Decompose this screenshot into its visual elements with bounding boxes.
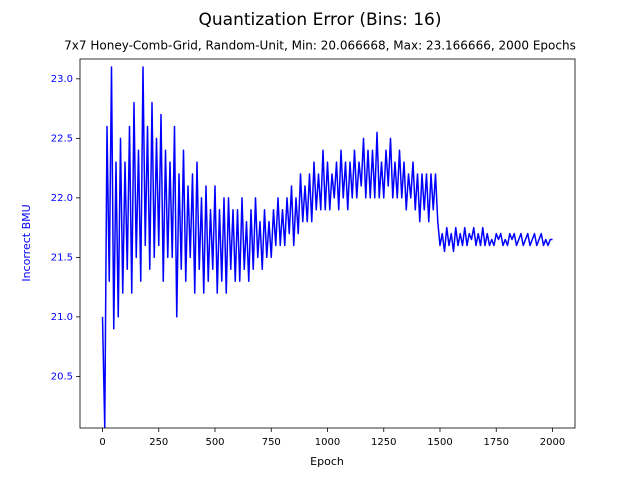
x-tick-label: 250 — [149, 437, 168, 448]
chart-title: Quantization Error (Bins: 16) — [199, 10, 442, 30]
x-axis-label: Epoch — [310, 455, 344, 468]
x-tick-label: 1500 — [427, 437, 452, 448]
y-tick-label: 23.0 — [51, 74, 73, 85]
chart-subtitle: 7x7 Honey-Comb-Grid, Random-Unit, Min: 2… — [64, 39, 576, 53]
plot-frame — [79, 58, 576, 429]
y-axis-label: Incorrect BMU — [20, 204, 33, 281]
y-tick-label: 22.5 — [51, 133, 73, 144]
x-tick-label: 1250 — [371, 437, 396, 448]
y-tick-label: 20.5 — [51, 371, 73, 382]
x-tick-label: 0 — [99, 437, 105, 448]
x-tick-label: 750 — [262, 437, 281, 448]
data-line — [101, 66, 553, 428]
x-tick-label: 500 — [205, 437, 224, 448]
x-tick-label: 1750 — [484, 437, 509, 448]
y-tick-label: 21.0 — [51, 312, 73, 323]
x-tick-label: 2000 — [540, 437, 565, 448]
y-tick-label: 22.0 — [51, 193, 73, 204]
x-tick-label: 1000 — [315, 437, 340, 448]
y-tick-label: 21.5 — [51, 252, 73, 263]
